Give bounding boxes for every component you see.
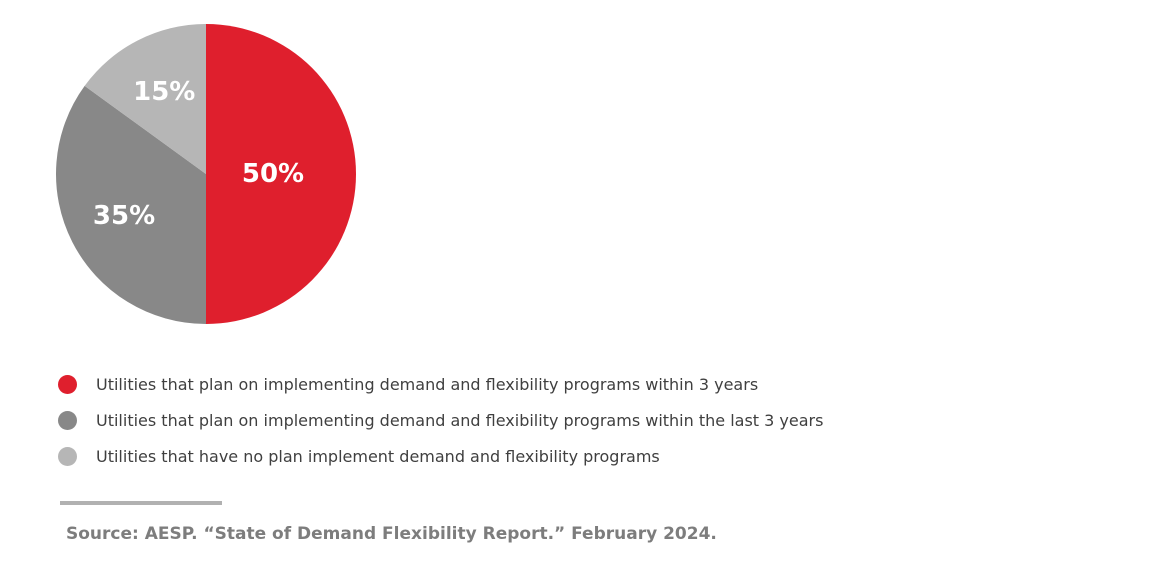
slice-value-label: 15% bbox=[133, 77, 195, 107]
legend-label: Utilities that plan on implementing dema… bbox=[96, 410, 824, 430]
slice-value-label: 35% bbox=[93, 201, 155, 231]
legend-label: Utilities that plan on implementing dema… bbox=[96, 374, 759, 394]
pie-chart: 50% 35% 15% bbox=[56, 24, 356, 324]
legend-swatch-dark-gray bbox=[58, 410, 77, 430]
pie-slice-last-3-years bbox=[56, 85, 207, 324]
legend-label: Utilities that have no plan implement de… bbox=[96, 446, 660, 466]
slice-value-label: 50% bbox=[242, 159, 304, 189]
pie-slice-no-plan bbox=[84, 24, 206, 174]
legend-item-no-plan: Utilities that have no plan implement de… bbox=[58, 438, 823, 474]
legend-swatch-red bbox=[58, 374, 77, 394]
divider bbox=[60, 501, 222, 505]
legend-swatch-light-gray bbox=[58, 446, 77, 466]
pie-slice-within-3-years bbox=[206, 24, 356, 324]
source-note: Source: AESP. “State of Demand Flexibili… bbox=[66, 524, 717, 544]
legend-item-last-3-years: Utilities that plan on implementing dema… bbox=[58, 402, 823, 438]
legend-item-within-3-years: Utilities that plan on implementing dema… bbox=[58, 366, 823, 402]
legend: Utilities that plan on implementing dema… bbox=[58, 366, 823, 474]
